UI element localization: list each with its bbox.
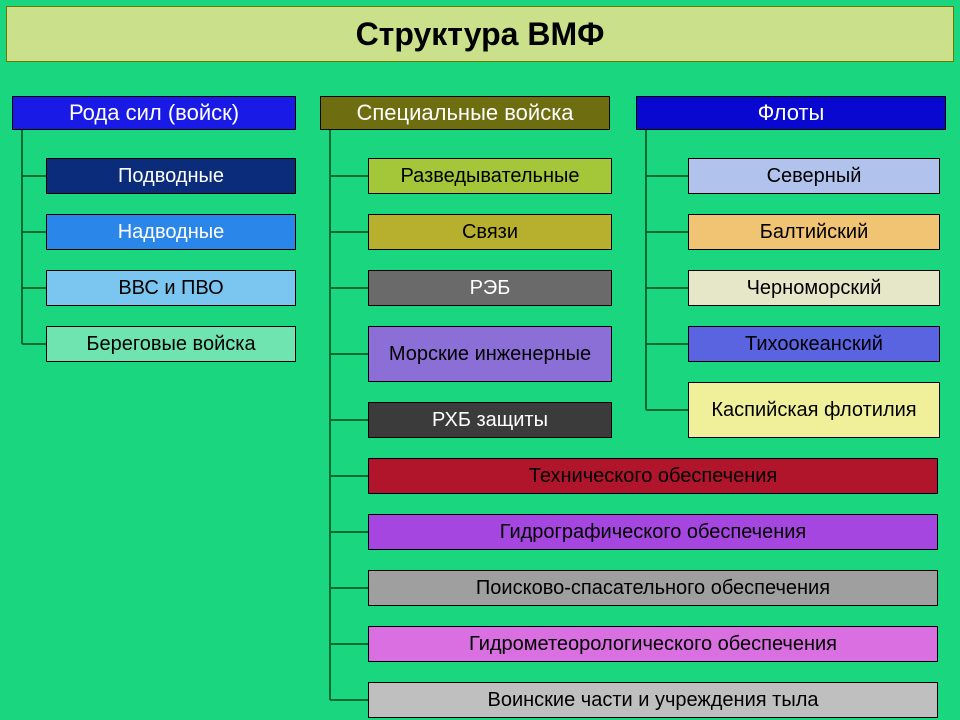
node-tech-obesp: Технического обеспечения xyxy=(368,458,938,494)
col-fleets-header: Флоты xyxy=(636,96,946,130)
node-vvs-pvo: ВВС и ПВО xyxy=(46,270,296,306)
node-gidrometeo: Гидрометеорологического обеспечения xyxy=(368,626,938,662)
node-nadvodnye: Надводные xyxy=(46,214,296,250)
org-chart-canvas: Структура ВМФ Рода сил (войск) Подводные На… xyxy=(0,0,960,720)
node-podvodnye: Подводные xyxy=(46,158,296,194)
node-svyazi: Связи xyxy=(368,214,612,250)
node-bereg: Береговые войска xyxy=(46,326,296,362)
node-razved: Разведывательные xyxy=(368,158,612,194)
node-rhb: РХБ защиты xyxy=(368,402,612,438)
node-tyla: Воинские части и учреждения тыла xyxy=(368,682,938,718)
chart-title: Структура ВМФ xyxy=(6,6,954,62)
node-kasp: Каспийская флотилия xyxy=(688,382,940,438)
node-poisk-spas: Поисково-спасательного обеспечения xyxy=(368,570,938,606)
node-balt: Балтийский xyxy=(688,214,940,250)
node-severny: Северный xyxy=(688,158,940,194)
node-cherno: Черноморский xyxy=(688,270,940,306)
node-gidro-obesp: Гидрографического обеспечения xyxy=(368,514,938,550)
node-mor-inzh: Морские инженерные xyxy=(368,326,612,382)
col-spec-header: Специальные войска xyxy=(320,96,610,130)
node-reb: РЭБ xyxy=(368,270,612,306)
col-roda-header: Рода сил (войск) xyxy=(12,96,296,130)
node-tiho: Тихоокеанский xyxy=(688,326,940,362)
